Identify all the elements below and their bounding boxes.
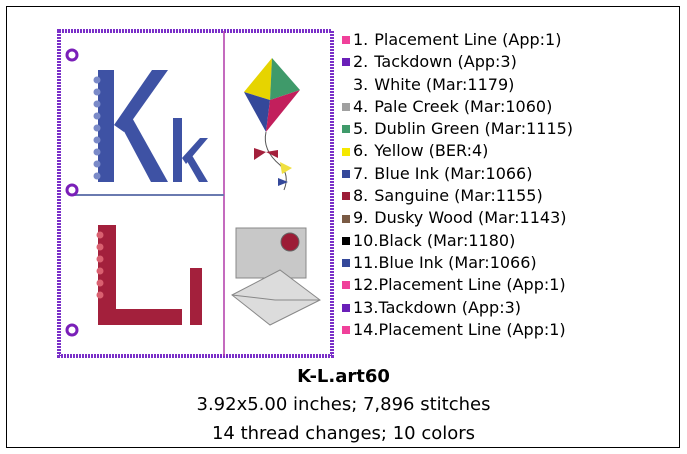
color-swatch [342,58,350,66]
thread-item: 8. Sanguine (Mar:1155) [342,185,573,207]
thread-name: Placement Line (App:1) [378,319,565,341]
color-swatch [342,326,350,334]
color-swatch [342,125,350,133]
thread-number: 10. [353,230,378,252]
color-swatch [342,81,350,89]
thread-item: 11.Blue Ink (Mar:1066) [342,252,573,274]
file-name: K-L.art60 [0,366,687,387]
thread-item: 13.Tackdown (App:3) [342,297,573,319]
thread-list: 1. Placement Line (App:1) 2. Tackdown (App:… [342,29,573,341]
letter-l-lower [190,268,202,325]
thread-item: 9. Dusky Wood (Mar:1143) [342,207,573,229]
size-info: 3.92x5.00 inches; 7,896 stitches [0,394,687,415]
thread-name: Yellow (BER:4) [374,140,488,162]
thread-name: Placement Line (App:1) [374,29,561,51]
thread-number: 13. [353,297,378,319]
thread-item: 2. Tackdown (App:3) [342,51,573,73]
color-swatch [342,215,350,223]
stitch-dots [94,77,101,180]
thread-name: Pale Creek (Mar:1060) [374,96,552,118]
color-swatch [342,281,350,289]
thread-item: 4. Pale Creek (Mar:1060) [342,96,573,118]
color-swatch [342,36,350,44]
thread-number: 2. [353,51,368,73]
color-swatch [342,237,350,245]
thread-item: 14.Placement Line (App:1) [342,319,573,341]
thread-item: 12.Placement Line (App:1) [342,274,573,296]
thread-number: 3. [353,74,368,96]
color-swatch [342,304,350,312]
color-swatch [342,103,350,111]
thread-number: 6. [353,140,368,162]
thread-name: Tackdown (App:3) [374,51,517,73]
thread-number: 7. [353,163,368,185]
thread-number: 5. [353,118,368,140]
changes-info: 14 thread changes; 10 colors [0,423,687,444]
thread-name: Blue Ink (Mar:1066) [374,163,532,185]
thread-item: 5. Dublin Green (Mar:1115) [342,118,573,140]
thread-number: 4. [353,96,368,118]
thread-name: Blue Ink (Mar:1066) [378,252,536,274]
thread-number: 1. [353,29,368,51]
thread-item: 3. White (Mar:1179) [342,74,573,96]
thread-number: 11. [353,252,378,274]
page: 1. Placement Line (App:1) 2. Tackdown (App:… [0,0,687,454]
thread-name: Placement Line (App:1) [378,274,565,296]
thread-number: 9. [353,207,368,229]
thread-item: 6. Yellow (BER:4) [342,140,573,162]
thread-number: 12. [353,274,378,296]
thread-item: 7. Blue Ink (Mar:1066) [342,163,573,185]
thread-item: 10.Black (Mar:1180) [342,230,573,252]
thread-number: 8. [353,185,368,207]
thread-name: Black (Mar:1180) [378,230,515,252]
color-swatch [342,259,350,267]
color-swatch [342,192,350,200]
thread-name: White (Mar:1179) [374,74,514,96]
thread-name: Tackdown (App:3) [378,297,521,319]
thread-item: 1. Placement Line (App:1) [342,29,573,51]
thread-name: Dusky Wood (Mar:1143) [374,207,566,229]
thread-name: Sanguine (Mar:1155) [374,185,542,207]
thread-name: Dublin Green (Mar:1115) [374,118,573,140]
color-swatch [342,148,350,156]
thread-number: 14. [353,319,378,341]
color-swatch [342,170,350,178]
